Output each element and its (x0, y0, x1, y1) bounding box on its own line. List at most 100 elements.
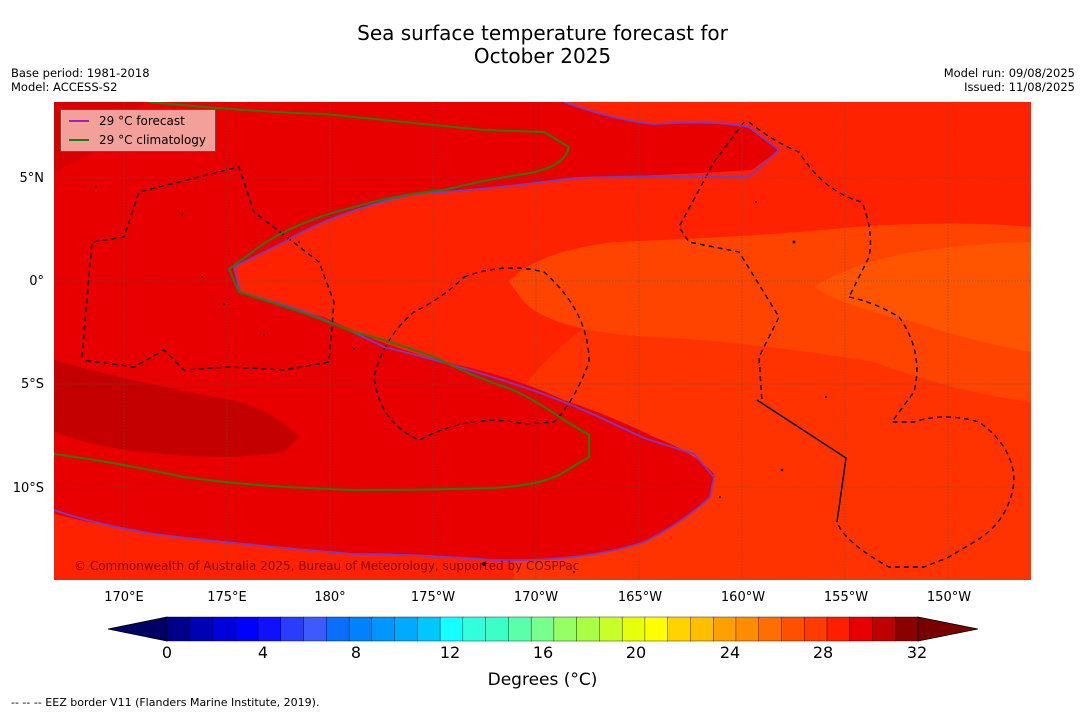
island-marker (222, 302, 226, 306)
island-markers (95, 186, 827, 573)
island-marker (755, 201, 757, 203)
colorbar-swatch (758, 616, 782, 642)
eez-solid-segment (756, 399, 847, 523)
colorbar-tick-8: 8 (350, 643, 362, 662)
legend-climatology-row: 29 °C climatology (69, 132, 206, 148)
colorbar-swatch (394, 616, 418, 642)
issued-text: Issued: 11/08/2025 (964, 80, 1075, 94)
island-marker (353, 348, 355, 350)
island-marker (482, 562, 486, 566)
island-marker (792, 240, 796, 244)
colorbar-svg (107, 616, 979, 642)
colorbar-swatch (576, 616, 600, 642)
contour-legend: 29 °C forecast 29 °C climatology (60, 109, 216, 152)
colorbar-swatch (189, 616, 214, 642)
colorbar-tick-20: 20 (625, 643, 647, 662)
sst-map-svg (54, 102, 1031, 580)
colorbar-swatch (872, 616, 896, 642)
colorbar-swatch (644, 616, 669, 642)
colorbar-tick-32: 32 (906, 643, 928, 662)
colorbar-swatch (667, 616, 691, 642)
model-run-text: Model run: 09/08/2025 (943, 66, 1075, 80)
model-text: Model: ACCESS-S2 (11, 80, 118, 94)
legend-forecast-row: 29 °C forecast (69, 113, 185, 129)
eez-line-islands-east (678, 121, 780, 403)
eez-phoenix (373, 267, 590, 441)
colorbar-tick-28: 28 (812, 643, 834, 662)
colorbar-swatch (326, 616, 350, 642)
lon-label-180: 180° (314, 590, 346, 605)
colorbar-swatch (781, 616, 805, 642)
colorbar-swatch (712, 616, 737, 642)
lon-label-175e: 175°E (207, 590, 247, 605)
colorbar-swatch (530, 616, 555, 642)
colorbar-swatch (690, 616, 714, 642)
map-title-line1: Sea surface temperature forecast for (357, 21, 728, 45)
colorbar-label: Degrees (°C) (487, 670, 598, 690)
island-marker (573, 571, 575, 573)
legend-climatology-label: 29 °C climatology (99, 133, 207, 147)
colorbar-tick-16: 16 (532, 643, 554, 662)
colorbar-swatch (826, 616, 851, 642)
eez-footnote: -- -- -- EEZ border V11 (Flanders Marine… (11, 696, 320, 709)
graticule (54, 102, 1031, 580)
right-metadata: Model run: 09/08/2025 Issued: 11/08/2025 (944, 66, 1075, 94)
colorbar-tick-24: 24 (719, 643, 741, 662)
forecast-line-swatch (69, 120, 89, 122)
colorbar-swatch (280, 616, 305, 642)
colorbar-swatch (553, 616, 578, 642)
colorbar-swatch (303, 616, 327, 642)
colorbar-swatch (348, 616, 373, 642)
legend-forecast-label: 29 °C forecast (99, 114, 185, 128)
colorbar-tick-12: 12 (439, 643, 461, 662)
island-marker (298, 241, 300, 243)
colorbar-swatch (621, 616, 646, 642)
sst-field-orange-light (814, 242, 1031, 352)
contour-29c-climatology (54, 102, 590, 492)
colorbar-tick-0: 0 (161, 643, 173, 662)
colorbar-swatch (257, 616, 282, 642)
left-metadata: Base period: 1981-2018 Model: ACCESS-S2 (11, 66, 150, 94)
eez-kiribati-west (81, 166, 335, 371)
lon-label-170e: 170°E (104, 590, 144, 605)
climatology-line-swatch (69, 139, 89, 141)
lat-label-5n: 5°N (19, 171, 45, 186)
lon-label-160w: 160°W (720, 590, 766, 605)
colorbar-swatch (849, 616, 873, 642)
island-marker (201, 276, 203, 278)
lon-label-150w: 150°W (926, 590, 972, 605)
colorbar-swatch (417, 616, 441, 642)
lat-label-0: 0° (29, 274, 44, 289)
colorbar-swatch (599, 616, 623, 642)
copyright-notice: © Commonwealth of Australia 2025, Bureau… (74, 559, 580, 573)
colorbar-swatch (462, 616, 487, 642)
island-marker (95, 186, 97, 188)
colorbar-swatch (804, 616, 828, 642)
colorbar-over-arrow (917, 616, 979, 642)
island-marker (780, 468, 784, 472)
island-marker (825, 396, 827, 398)
colorbar-under-arrow (107, 616, 168, 642)
base-period-text: Base period: 1981-2018 (11, 66, 150, 80)
lon-label-170w: 170°W (513, 590, 559, 605)
lon-label-155w: 155°W (823, 590, 869, 605)
colorbar-swatch (895, 616, 919, 642)
colorbar-swatch (485, 616, 509, 642)
lon-label-175w: 175°W (410, 590, 456, 605)
map-title-line2: October 2025 (473, 44, 612, 68)
colorbar-tick-4: 4 (257, 643, 269, 662)
lon-label-165w: 165°W (617, 590, 663, 605)
island-marker (180, 213, 184, 217)
colorbar-swatch (439, 616, 464, 642)
colorbar (107, 616, 979, 642)
colorbar-swatch (371, 616, 396, 642)
island-marker (263, 334, 265, 336)
colorbar-swatch (735, 616, 760, 642)
colorbar-swatch (166, 616, 191, 642)
eez-borders (81, 121, 1015, 568)
island-marker (719, 496, 721, 498)
colorbar-swatch (235, 616, 259, 642)
lat-label-5s: 5°S (20, 377, 44, 392)
eez-south (836, 296, 1015, 568)
colorbar-swatch (508, 616, 532, 642)
